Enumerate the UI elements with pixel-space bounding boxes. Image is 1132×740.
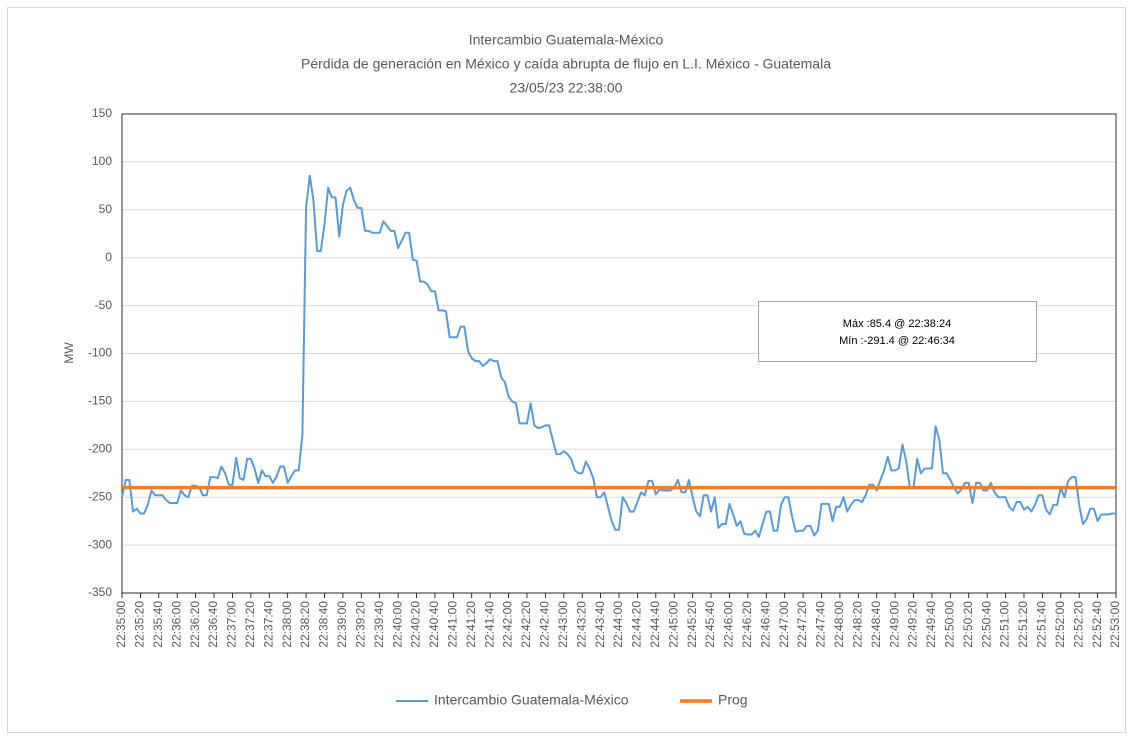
x-tick-label: 22:38:20 bbox=[298, 601, 312, 648]
x-tick-label: 22:39:20 bbox=[353, 601, 367, 648]
x-tick-label: 22:38:00 bbox=[280, 601, 294, 648]
x-tick-label: 22:40:40 bbox=[427, 601, 441, 648]
x-tick-label: 22:42:40 bbox=[538, 601, 552, 648]
x-tick-label: 22:45:40 bbox=[703, 601, 717, 648]
x-tick-label: 22:48:40 bbox=[869, 601, 883, 648]
x-tick-label: 22:50:20 bbox=[961, 601, 975, 648]
x-tick-label: 22:48:00 bbox=[832, 601, 846, 648]
x-tick-label: 22:35:40 bbox=[151, 601, 165, 648]
y-tick-label: -300 bbox=[88, 537, 112, 551]
y-tick-label: -100 bbox=[88, 346, 112, 360]
x-tick-label: 22:44:20 bbox=[630, 601, 644, 648]
x-tick-label: 22:51:40 bbox=[1035, 601, 1049, 648]
chart-date: 23/05/23 22:38:00 bbox=[510, 80, 623, 96]
x-tick-label: 22:49:40 bbox=[924, 601, 938, 648]
x-tick-label: 22:45:20 bbox=[685, 601, 699, 648]
y-tick-label: -350 bbox=[88, 585, 112, 599]
x-tick-label: 22:43:00 bbox=[556, 601, 570, 648]
y-tick-label: 50 bbox=[99, 202, 113, 216]
y-tick-label: -150 bbox=[88, 394, 112, 408]
x-tick-label: 22:52:20 bbox=[1071, 601, 1085, 648]
x-tick-label: 22:43:20 bbox=[574, 601, 588, 648]
y-tick-label: -200 bbox=[88, 441, 112, 455]
x-tick-label: 22:35:00 bbox=[114, 601, 128, 648]
x-tick-label: 22:47:40 bbox=[814, 601, 828, 648]
x-tick-label: 22:47:20 bbox=[795, 601, 809, 648]
x-tick-label: 22:35:20 bbox=[133, 601, 147, 648]
chart-subtitle: Pérdida de generación en México y caída … bbox=[301, 56, 831, 72]
x-tick-label: 22:50:40 bbox=[979, 601, 993, 648]
x-tick-label: 22:38:40 bbox=[317, 601, 331, 648]
x-tick-label: 22:36:40 bbox=[206, 601, 220, 648]
x-tick-label: 22:49:00 bbox=[887, 601, 901, 648]
y-tick-label: -50 bbox=[95, 298, 113, 312]
annotation-box bbox=[758, 301, 1037, 362]
y-tick-label: 0 bbox=[105, 250, 112, 264]
x-tick-label: 22:39:00 bbox=[335, 601, 349, 648]
legend-label: Prog bbox=[718, 692, 748, 708]
x-tick-label: 22:48:20 bbox=[850, 601, 864, 648]
x-tick-label: 22:36:00 bbox=[169, 601, 183, 648]
chart-frame bbox=[7, 7, 1126, 733]
y-tick-label: 150 bbox=[92, 106, 112, 120]
x-tick-label: 22:41:20 bbox=[464, 601, 478, 648]
y-axis-label: MW bbox=[62, 342, 76, 364]
x-tick-label: 22:37:00 bbox=[225, 601, 239, 648]
x-tick-label: 22:47:00 bbox=[777, 601, 791, 648]
x-tick-label: 22:50:00 bbox=[943, 601, 957, 648]
x-tick-label: 22:46:00 bbox=[722, 601, 736, 648]
x-tick-label: 22:49:20 bbox=[906, 601, 920, 648]
x-tick-label: 22:40:00 bbox=[390, 601, 404, 648]
x-tick-label: 22:39:40 bbox=[372, 601, 386, 648]
x-tick-label: 22:52:00 bbox=[1053, 601, 1067, 648]
x-tick-label: 22:51:20 bbox=[1016, 601, 1030, 648]
x-tick-label: 22:53:00 bbox=[1108, 601, 1122, 648]
x-tick-label: 22:44:40 bbox=[648, 601, 662, 648]
x-tick-label: 22:41:40 bbox=[482, 601, 496, 648]
x-tick-label: 22:46:40 bbox=[758, 601, 772, 648]
x-tick-label: 22:37:40 bbox=[261, 601, 275, 648]
x-tick-label: 22:46:20 bbox=[740, 601, 754, 648]
x-tick-label: 22:41:00 bbox=[446, 601, 460, 648]
y-tick-label: -250 bbox=[88, 489, 112, 503]
x-tick-label: 22:43:40 bbox=[593, 601, 607, 648]
x-tick-label: 22:44:00 bbox=[611, 601, 625, 648]
x-tick-label: 22:45:00 bbox=[666, 601, 680, 648]
x-tick-label: 22:37:20 bbox=[243, 601, 257, 648]
chart-title: Intercambio Guatemala-México bbox=[469, 32, 664, 48]
x-tick-label: 22:51:00 bbox=[998, 601, 1012, 648]
annotation: Mín :-291.4 @ 22:46:34 bbox=[839, 335, 955, 347]
x-tick-label: 22:52:40 bbox=[1090, 601, 1104, 648]
x-tick-label: 22:36:20 bbox=[188, 601, 202, 648]
legend-label: Intercambio Guatemala-México bbox=[434, 692, 629, 708]
x-tick-label: 22:42:20 bbox=[519, 601, 533, 648]
annotation: Máx :85.4 @ 22:38:24 bbox=[843, 318, 951, 330]
y-tick-label: 100 bbox=[92, 154, 112, 168]
x-tick-label: 22:40:20 bbox=[409, 601, 423, 648]
series-line bbox=[121, 174, 1116, 538]
x-tick-label: 22:42:00 bbox=[501, 601, 515, 648]
